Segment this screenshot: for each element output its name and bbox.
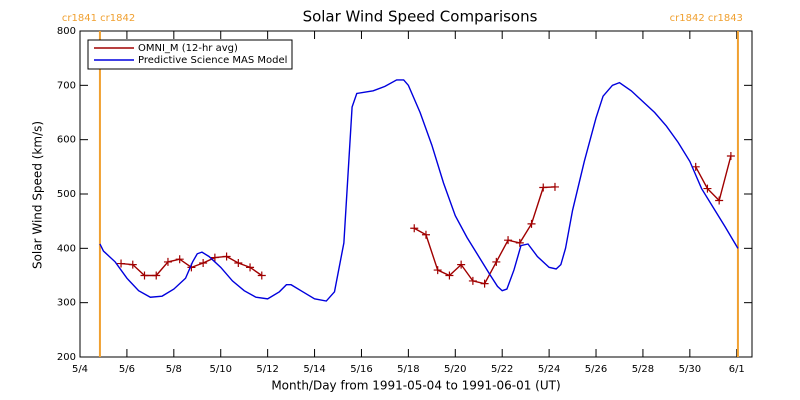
data-marker (117, 259, 126, 268)
data-marker (703, 184, 712, 193)
x-tick-label: 5/6 (119, 364, 135, 375)
x-tick-label: 5/30 (679, 364, 701, 375)
data-marker (726, 151, 735, 160)
x-tick-label: 5/28 (632, 364, 654, 375)
x-tick-label: 5/24 (538, 364, 560, 375)
data-marker (492, 257, 501, 266)
data-marker (128, 260, 137, 269)
data-marker (468, 276, 477, 285)
data-marker (421, 230, 430, 239)
x-tick-label: 5/14 (303, 364, 325, 375)
x-tick-label: 5/26 (585, 364, 607, 375)
series-line (695, 155, 732, 202)
chart-title: Solar Wind Speed Comparisons (303, 8, 538, 26)
legend-box (87, 39, 293, 70)
data-marker (539, 183, 548, 192)
y-tick-label: 200 (57, 352, 76, 363)
data-marker (175, 255, 184, 264)
y-tick-label: 400 (57, 243, 76, 254)
data-marker (550, 182, 559, 191)
x-tick-label: 5/22 (491, 364, 513, 375)
y-tick-label: 700 (57, 80, 76, 91)
data-marker (433, 266, 442, 275)
data-marker (199, 259, 208, 268)
data-marker (445, 271, 454, 280)
x-tick-label: 5/10 (209, 364, 231, 375)
x-tick-label: 5/16 (350, 364, 372, 375)
series-line (99, 79, 739, 302)
y-tick-label: 800 (57, 26, 76, 37)
x-tick-label: 5/8 (166, 364, 182, 375)
x-tick-label: 5/4 (72, 364, 88, 375)
y-tick-label: 300 (57, 298, 76, 309)
data-marker (210, 253, 219, 262)
data-marker (457, 260, 466, 269)
series-line (413, 186, 556, 285)
data-marker (152, 271, 161, 280)
data-marker (480, 279, 489, 288)
data-marker (715, 196, 724, 205)
data-marker (410, 224, 419, 233)
x-tick-label: 5/20 (444, 364, 466, 375)
y-tick-label: 500 (57, 189, 76, 200)
x-tick-label: 5/12 (256, 364, 278, 375)
data-marker (527, 219, 536, 228)
legend-label: OMNI_M (12-hr avg) (138, 43, 238, 54)
data-marker (234, 259, 243, 268)
x-tick-label: 5/18 (397, 364, 419, 375)
legend-label: Predictive Science MAS Model (138, 55, 287, 66)
data-marker (691, 162, 700, 171)
x-tick-label: 6/1 (729, 364, 745, 375)
data-marker (504, 236, 513, 245)
carrington-label: cr1841 cr1842 (62, 13, 135, 24)
y-tick-label: 600 (57, 135, 76, 146)
data-marker (163, 257, 172, 266)
data-marker (140, 271, 149, 280)
data-marker (246, 263, 255, 272)
data-marker (222, 252, 231, 261)
data-marker (257, 271, 266, 280)
carrington-label: cr1842 cr1843 (670, 13, 743, 24)
y-axis-label: Solar Wind Speed (km/s) (31, 121, 45, 269)
data-marker (515, 238, 524, 247)
plot-frame (79, 30, 753, 358)
x-axis-label: Month/Day from 1991-05-04 to 1991-06-01 … (271, 379, 560, 393)
